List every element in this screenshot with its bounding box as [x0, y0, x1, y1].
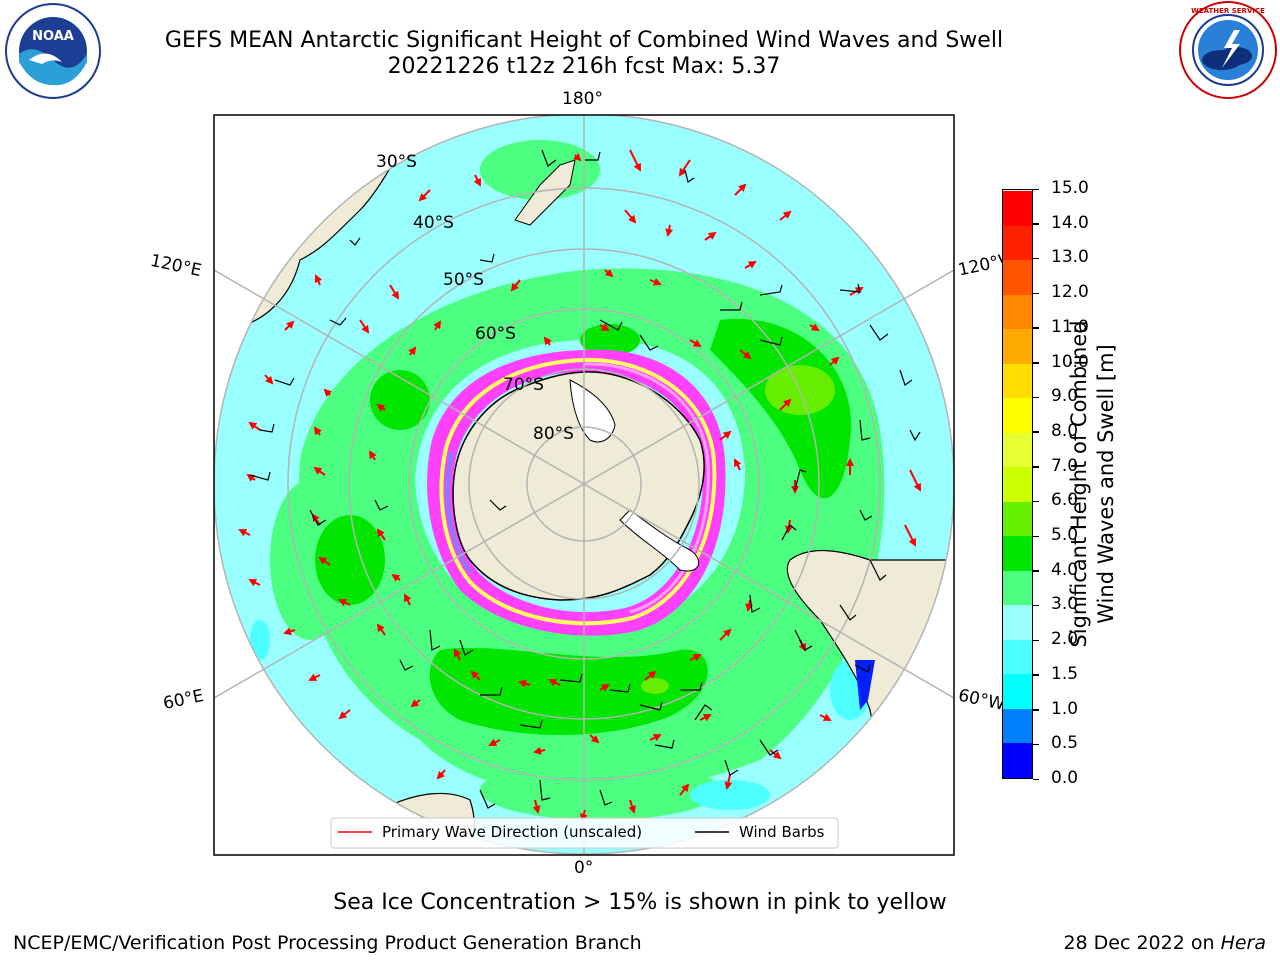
- colorbar-segment: [1003, 225, 1032, 261]
- colorbar-segment: [1003, 259, 1032, 295]
- colorbar: [1002, 189, 1033, 779]
- colorbar-segment: [1003, 604, 1032, 640]
- footer-right: 28 Dec 2022 on Hera: [1063, 932, 1266, 954]
- colorbar-tick-mark: [1033, 639, 1039, 642]
- colorbar-segment: [1003, 294, 1032, 330]
- noaa-logo-text: NOAA: [32, 29, 74, 44]
- map-legend: Primary Wave Direction (unscaled) Wind B…: [330, 817, 839, 849]
- lat-label-50s: 50°S: [443, 270, 484, 290]
- colorbar-tick-mark: [1033, 188, 1039, 190]
- footer-host: Hera: [1220, 932, 1266, 954]
- colorbar-tick-label: 8.0: [1051, 420, 1079, 441]
- antarctica: [452, 371, 705, 601]
- lon-label-180: 180°: [562, 89, 603, 109]
- colorbar-tick-mark: [1033, 327, 1039, 329]
- noaa-logo: NOAA: [5, 3, 101, 99]
- colorbar-segment: [1003, 501, 1032, 537]
- colorbar-segment: [1003, 432, 1032, 468]
- colorbar-tick-label: 2.0: [1051, 629, 1079, 650]
- colorbar-tick-mark: [1033, 604, 1039, 607]
- colorbar-tick-label: 11.0: [1051, 316, 1089, 337]
- lat-label-40s: 40°S: [413, 213, 454, 233]
- colorbar-tick-mark: [1033, 500, 1039, 503]
- colorbar-tick-mark: [1033, 431, 1039, 433]
- colorbar-label: Significant Height of Combined Wind Wave…: [1066, 320, 1120, 647]
- colorbar-tick-label: 13.0: [1051, 247, 1089, 268]
- colorbar-segment: [1003, 673, 1032, 709]
- colorbar-label-line1: Significant Height of Combined: [1067, 320, 1091, 648]
- colorbar-segment: [1003, 328, 1032, 364]
- colorbar-tick-label: 14.0: [1051, 212, 1089, 233]
- colorbar-tick-mark: [1033, 466, 1039, 468]
- lat-label-60s: 60°S: [475, 324, 516, 344]
- colorbar-segment: [1003, 708, 1032, 744]
- footer-date: 28 Dec 2022 on: [1063, 932, 1221, 954]
- legend-wind-barbs: Wind Barbs: [739, 823, 825, 841]
- colorbar-tick-label: 15.0: [1051, 178, 1089, 198]
- colorbar-segment: [1003, 466, 1032, 502]
- colorbar-segment: [1003, 190, 1032, 226]
- colorbar-tick-label: 1.5: [1051, 663, 1079, 684]
- colorbar-tick-label: 6.0: [1051, 490, 1079, 511]
- lat-label-70s: 70°S: [503, 375, 544, 395]
- colorbar-tick-mark: [1033, 709, 1039, 711]
- chart-title-line1: GEFS MEAN Antarctic Significant Height o…: [164, 28, 1004, 53]
- colorbar-segment: [1003, 535, 1032, 571]
- colorbar-label-line2: Wind Waves and Swell [m]: [1094, 344, 1118, 624]
- colorbar-segment: [1003, 363, 1032, 399]
- colorbar-tick-label: 0.0: [1051, 768, 1079, 788]
- colorbar-tick-label: 1.0: [1051, 698, 1079, 719]
- colorbar-ticks: 0.0 0.5 1.0 1.5 2.0 3.0 4.0 5.0 6.0 7.0 8.0 9.0 10.0…: [1033, 178, 1113, 788]
- colorbar-tick-mark: [1033, 257, 1039, 260]
- colorbar-tick-mark: [1033, 396, 1039, 399]
- wind-barbs: [249, 149, 921, 809]
- colorbar-tick-mark: [1033, 743, 1039, 746]
- map-frame: [213, 114, 955, 856]
- colorbar-tick-label: 4.0: [1051, 559, 1079, 580]
- colorbar-tick-mark: [1033, 362, 1039, 364]
- longitude-gridlines: [214, 115, 954, 855]
- colorbar-tick-label: 12.0: [1051, 282, 1089, 303]
- colorbar-tick-mark: [1033, 223, 1039, 225]
- colorbar-tick-label: 3.0: [1051, 594, 1079, 615]
- lat-label-30s: 30°S: [376, 152, 417, 172]
- colorbar-segment: [1003, 639, 1032, 675]
- colorbar-tick-label: 0.5: [1051, 733, 1079, 754]
- colorbar-tick-mark: [1033, 535, 1039, 538]
- colorbar-tick-mark: [1033, 674, 1039, 676]
- colorbar-tick-label: 9.0: [1051, 386, 1079, 407]
- colorbar-tick-mark: [1033, 570, 1039, 572]
- colorbar-tick-label: 7.0: [1051, 455, 1079, 476]
- colorbar-segment: [1003, 397, 1032, 433]
- colorbar-tick-label: 10.0: [1051, 351, 1089, 372]
- lat-label-80s: 80°S: [533, 424, 574, 444]
- nws-logo: WEATHER SERVICE: [1179, 1, 1277, 99]
- lon-label-0: 0°: [574, 858, 594, 878]
- svg-text:WEATHER SERVICE: WEATHER SERVICE: [1191, 7, 1265, 15]
- colorbar-tick-label: 5.0: [1051, 525, 1079, 546]
- colorbar-tick-mark: [1033, 292, 1039, 295]
- legend-primary-wave: Primary Wave Direction (unscaled): [382, 823, 642, 841]
- colorbar-tick-mark: [1033, 778, 1039, 780]
- footer-left: NCEP/EMC/Verification Post Processing Pr…: [13, 932, 642, 954]
- colorbar-segment: [1003, 570, 1032, 606]
- chart-title-line2: 20221226 t12z 216h fcst Max: 5.37: [387, 54, 781, 79]
- sea-ice-caption: Sea Ice Concentration > 15% is shown in …: [333, 890, 947, 915]
- colorbar-segment: [1003, 742, 1032, 778]
